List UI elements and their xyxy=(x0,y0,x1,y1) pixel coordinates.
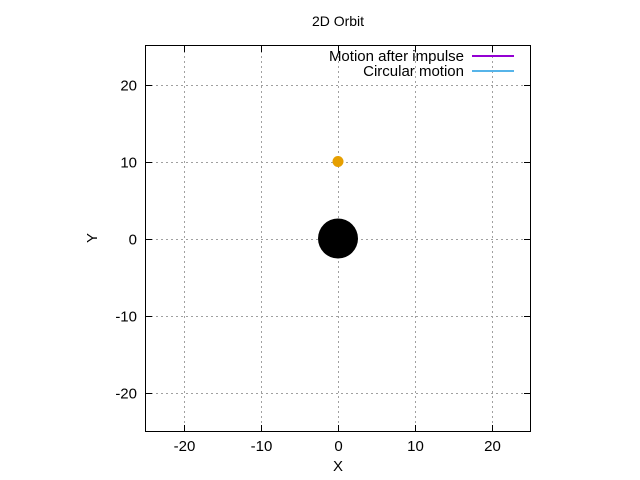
y-axis-label: Y xyxy=(84,233,101,243)
data-marks xyxy=(318,156,358,259)
legend-label: Motion after impulse xyxy=(329,48,464,65)
y-tick-label: 20 xyxy=(120,78,137,95)
y-tick-label: -20 xyxy=(115,386,137,403)
orbiting-body-point xyxy=(332,156,344,167)
y-tick-label: 0 xyxy=(129,232,137,249)
x-tick-label: -20 xyxy=(174,438,196,455)
x-tick-label: 0 xyxy=(334,438,342,455)
axis-ticks: -20 -10 0 10 20 -20 -10 0 10 20 xyxy=(115,46,530,455)
x-tick-label: 10 xyxy=(407,438,424,455)
central-body-point xyxy=(318,218,358,259)
legend-label: Circular motion xyxy=(363,63,464,80)
y-tick-label: -10 xyxy=(115,309,137,326)
plot-frame xyxy=(145,45,531,432)
y-tick-label: 10 xyxy=(120,155,137,172)
x-axis-label: X xyxy=(333,458,343,475)
x-tick-label: -10 xyxy=(251,438,273,455)
x-tick-label: 20 xyxy=(484,438,501,455)
chart-title: 2D Orbit xyxy=(312,13,364,29)
